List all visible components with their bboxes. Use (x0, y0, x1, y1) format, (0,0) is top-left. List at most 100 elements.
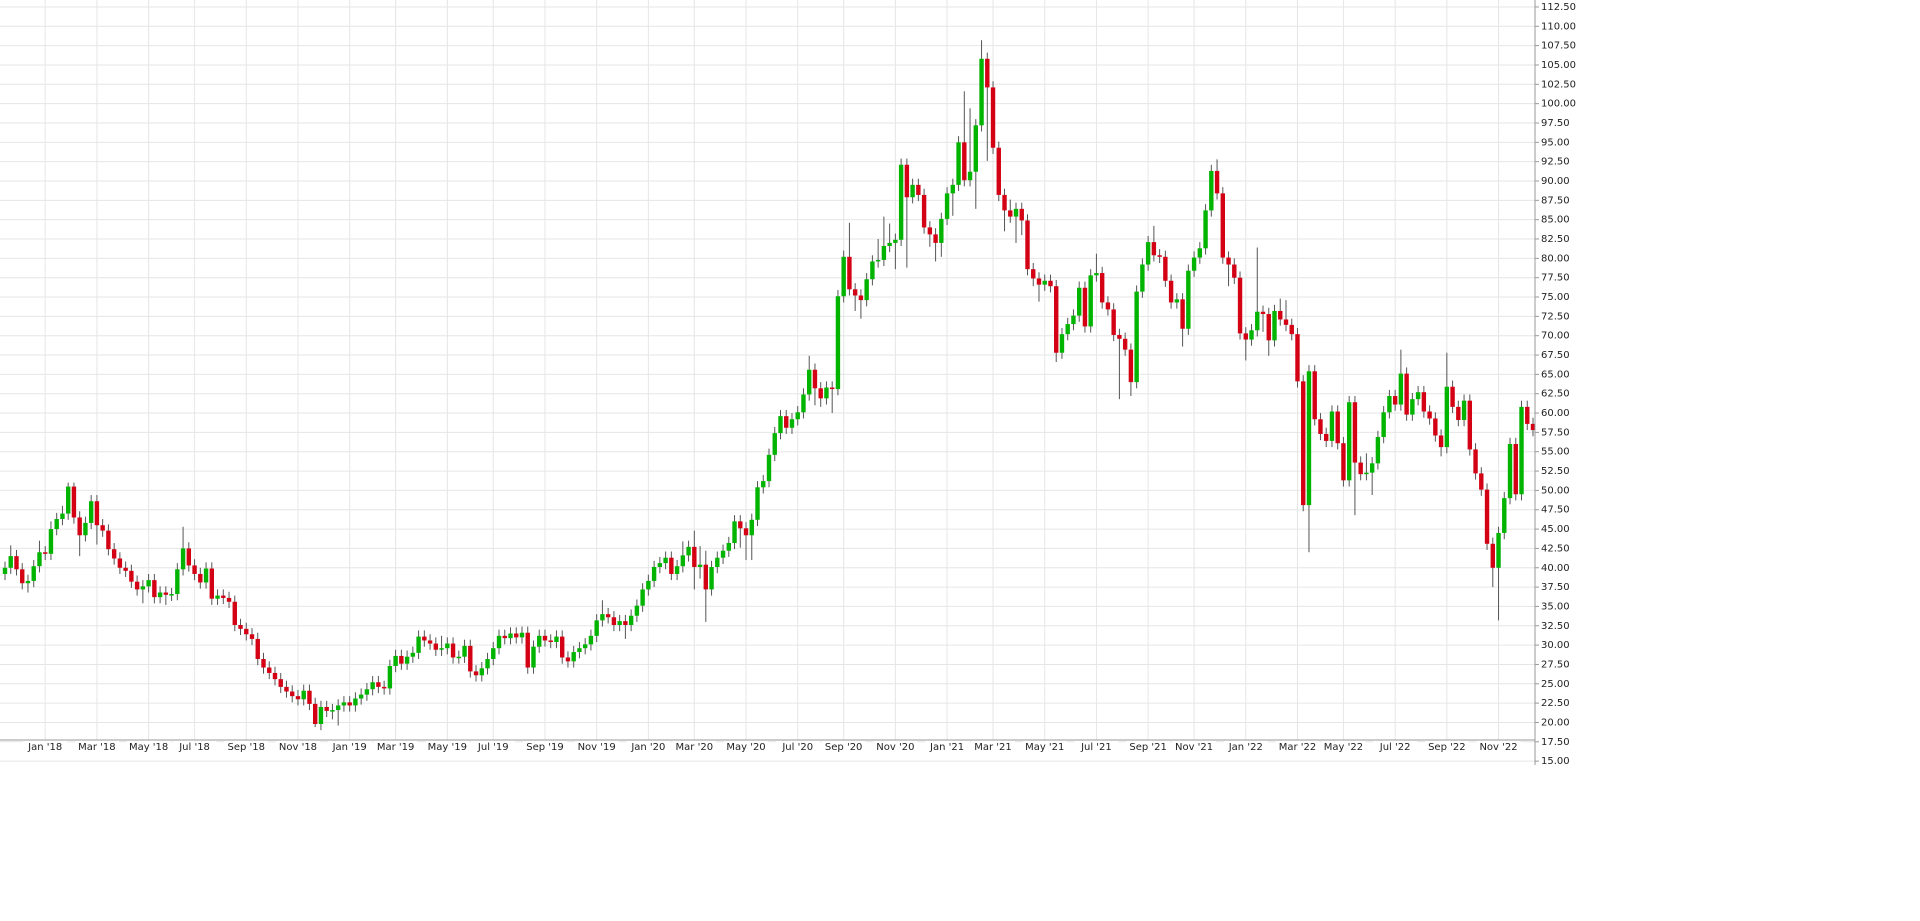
x-label-bg (775, 741, 820, 753)
candle-body (611, 617, 617, 625)
candle-body (1105, 302, 1111, 310)
candle-body (106, 530, 111, 550)
candle-body (715, 557, 720, 567)
candle-body (232, 601, 237, 625)
candle-body (772, 433, 777, 455)
x-tick-label: Jan '20 (630, 742, 665, 753)
candle-body (525, 632, 530, 668)
candle-body (152, 580, 157, 598)
x-tick-label: Jan '18 (27, 742, 62, 753)
y-tick-label: 80.00 (1541, 253, 1570, 264)
candle-body (801, 394, 806, 413)
x-tick-label: Jul '18 (178, 742, 210, 753)
candle-body (967, 171, 973, 181)
candle-body (1140, 264, 1145, 292)
x-label-bg (1424, 741, 1469, 753)
x-tick-label: Sep '19 (526, 742, 564, 753)
candle-body (508, 633, 513, 639)
candle-body (628, 615, 634, 625)
candle-body (1364, 472, 1369, 475)
candle-body (387, 665, 393, 689)
candle-body (1450, 386, 1455, 407)
candle-body (404, 656, 410, 664)
candle-body (175, 569, 180, 595)
candle-body (921, 194, 927, 228)
y-tick-label: 90.00 (1541, 176, 1570, 187)
candle-body (284, 686, 289, 692)
candle-body (370, 682, 375, 690)
candle-body (692, 546, 697, 567)
x-label-bg (471, 741, 516, 753)
candle-body (169, 594, 174, 596)
candle-body (600, 614, 605, 621)
candle-body (146, 580, 151, 587)
x-label-bg (971, 741, 1016, 753)
x-tick-label: Jul '21 (1080, 742, 1112, 753)
candle-body (307, 690, 312, 704)
candle-body (1088, 275, 1093, 327)
candle-body (738, 521, 743, 529)
y-tick-label: 40.00 (1541, 563, 1570, 574)
candle-body (1008, 210, 1013, 217)
candle-body (267, 667, 272, 673)
candle-body (904, 164, 910, 198)
candle-body (209, 568, 214, 599)
y-tick-label: 55.00 (1541, 447, 1570, 458)
y-tick-label: 15.00 (1541, 756, 1570, 767)
candle-body (531, 646, 536, 668)
candle-body (985, 58, 990, 88)
candle-body (347, 702, 352, 706)
candle-body (31, 566, 36, 581)
candle-body (927, 227, 933, 235)
candle-body (215, 595, 220, 599)
candle-body (835, 296, 841, 390)
x-label-bg (574, 741, 619, 753)
candle-body (1197, 248, 1203, 258)
x-label-bg (1321, 741, 1366, 753)
candle-body (542, 635, 548, 641)
candle-body (807, 369, 812, 395)
candle-body (186, 548, 192, 566)
x-tick-label: Sep '21 (1129, 742, 1167, 753)
candle-body (393, 655, 398, 666)
x-tick-label: Jul '19 (477, 742, 509, 753)
x-label-bg (327, 741, 372, 753)
candle-body (502, 635, 507, 639)
x-label-bg (1373, 741, 1418, 753)
candle-body (582, 644, 588, 649)
candle-body (416, 636, 421, 653)
candle-body (1220, 193, 1226, 258)
candle-body (48, 529, 54, 554)
candle-body (651, 566, 657, 581)
candle-body (1186, 270, 1191, 329)
candle-body (129, 570, 134, 582)
candle-body (1237, 277, 1243, 334)
candle-body (318, 706, 324, 725)
candle-body (65, 486, 71, 514)
candle-body (1496, 532, 1501, 568)
x-label-bg (224, 741, 269, 753)
candle-body (1306, 371, 1312, 506)
candle-body (71, 486, 77, 518)
candle-body (192, 565, 197, 574)
candle-body (1042, 280, 1047, 285)
x-label-bg (522, 741, 567, 753)
y-tick-label: 22.50 (1541, 698, 1570, 709)
axes: 15.00 17.50 20.00 22.50 25.00 27.50 30.00 32.50… (0, 0, 1576, 767)
y-tick-label: 60.00 (1541, 408, 1570, 419)
candle-body (720, 550, 726, 558)
candle-body (588, 635, 594, 645)
candle-body (1525, 406, 1530, 424)
candle-body (399, 655, 404, 664)
candle-body (1031, 269, 1036, 279)
candle-body (852, 289, 858, 296)
candle-body (295, 696, 301, 700)
candle-body (312, 703, 318, 725)
candle-body (1117, 334, 1122, 339)
candle-body (726, 543, 731, 551)
x-label-bg (74, 741, 119, 753)
y-tick-label: 110.00 (1541, 21, 1576, 32)
y-tick-label: 30.00 (1541, 640, 1570, 651)
x-tick-label: Sep '18 (228, 742, 266, 753)
